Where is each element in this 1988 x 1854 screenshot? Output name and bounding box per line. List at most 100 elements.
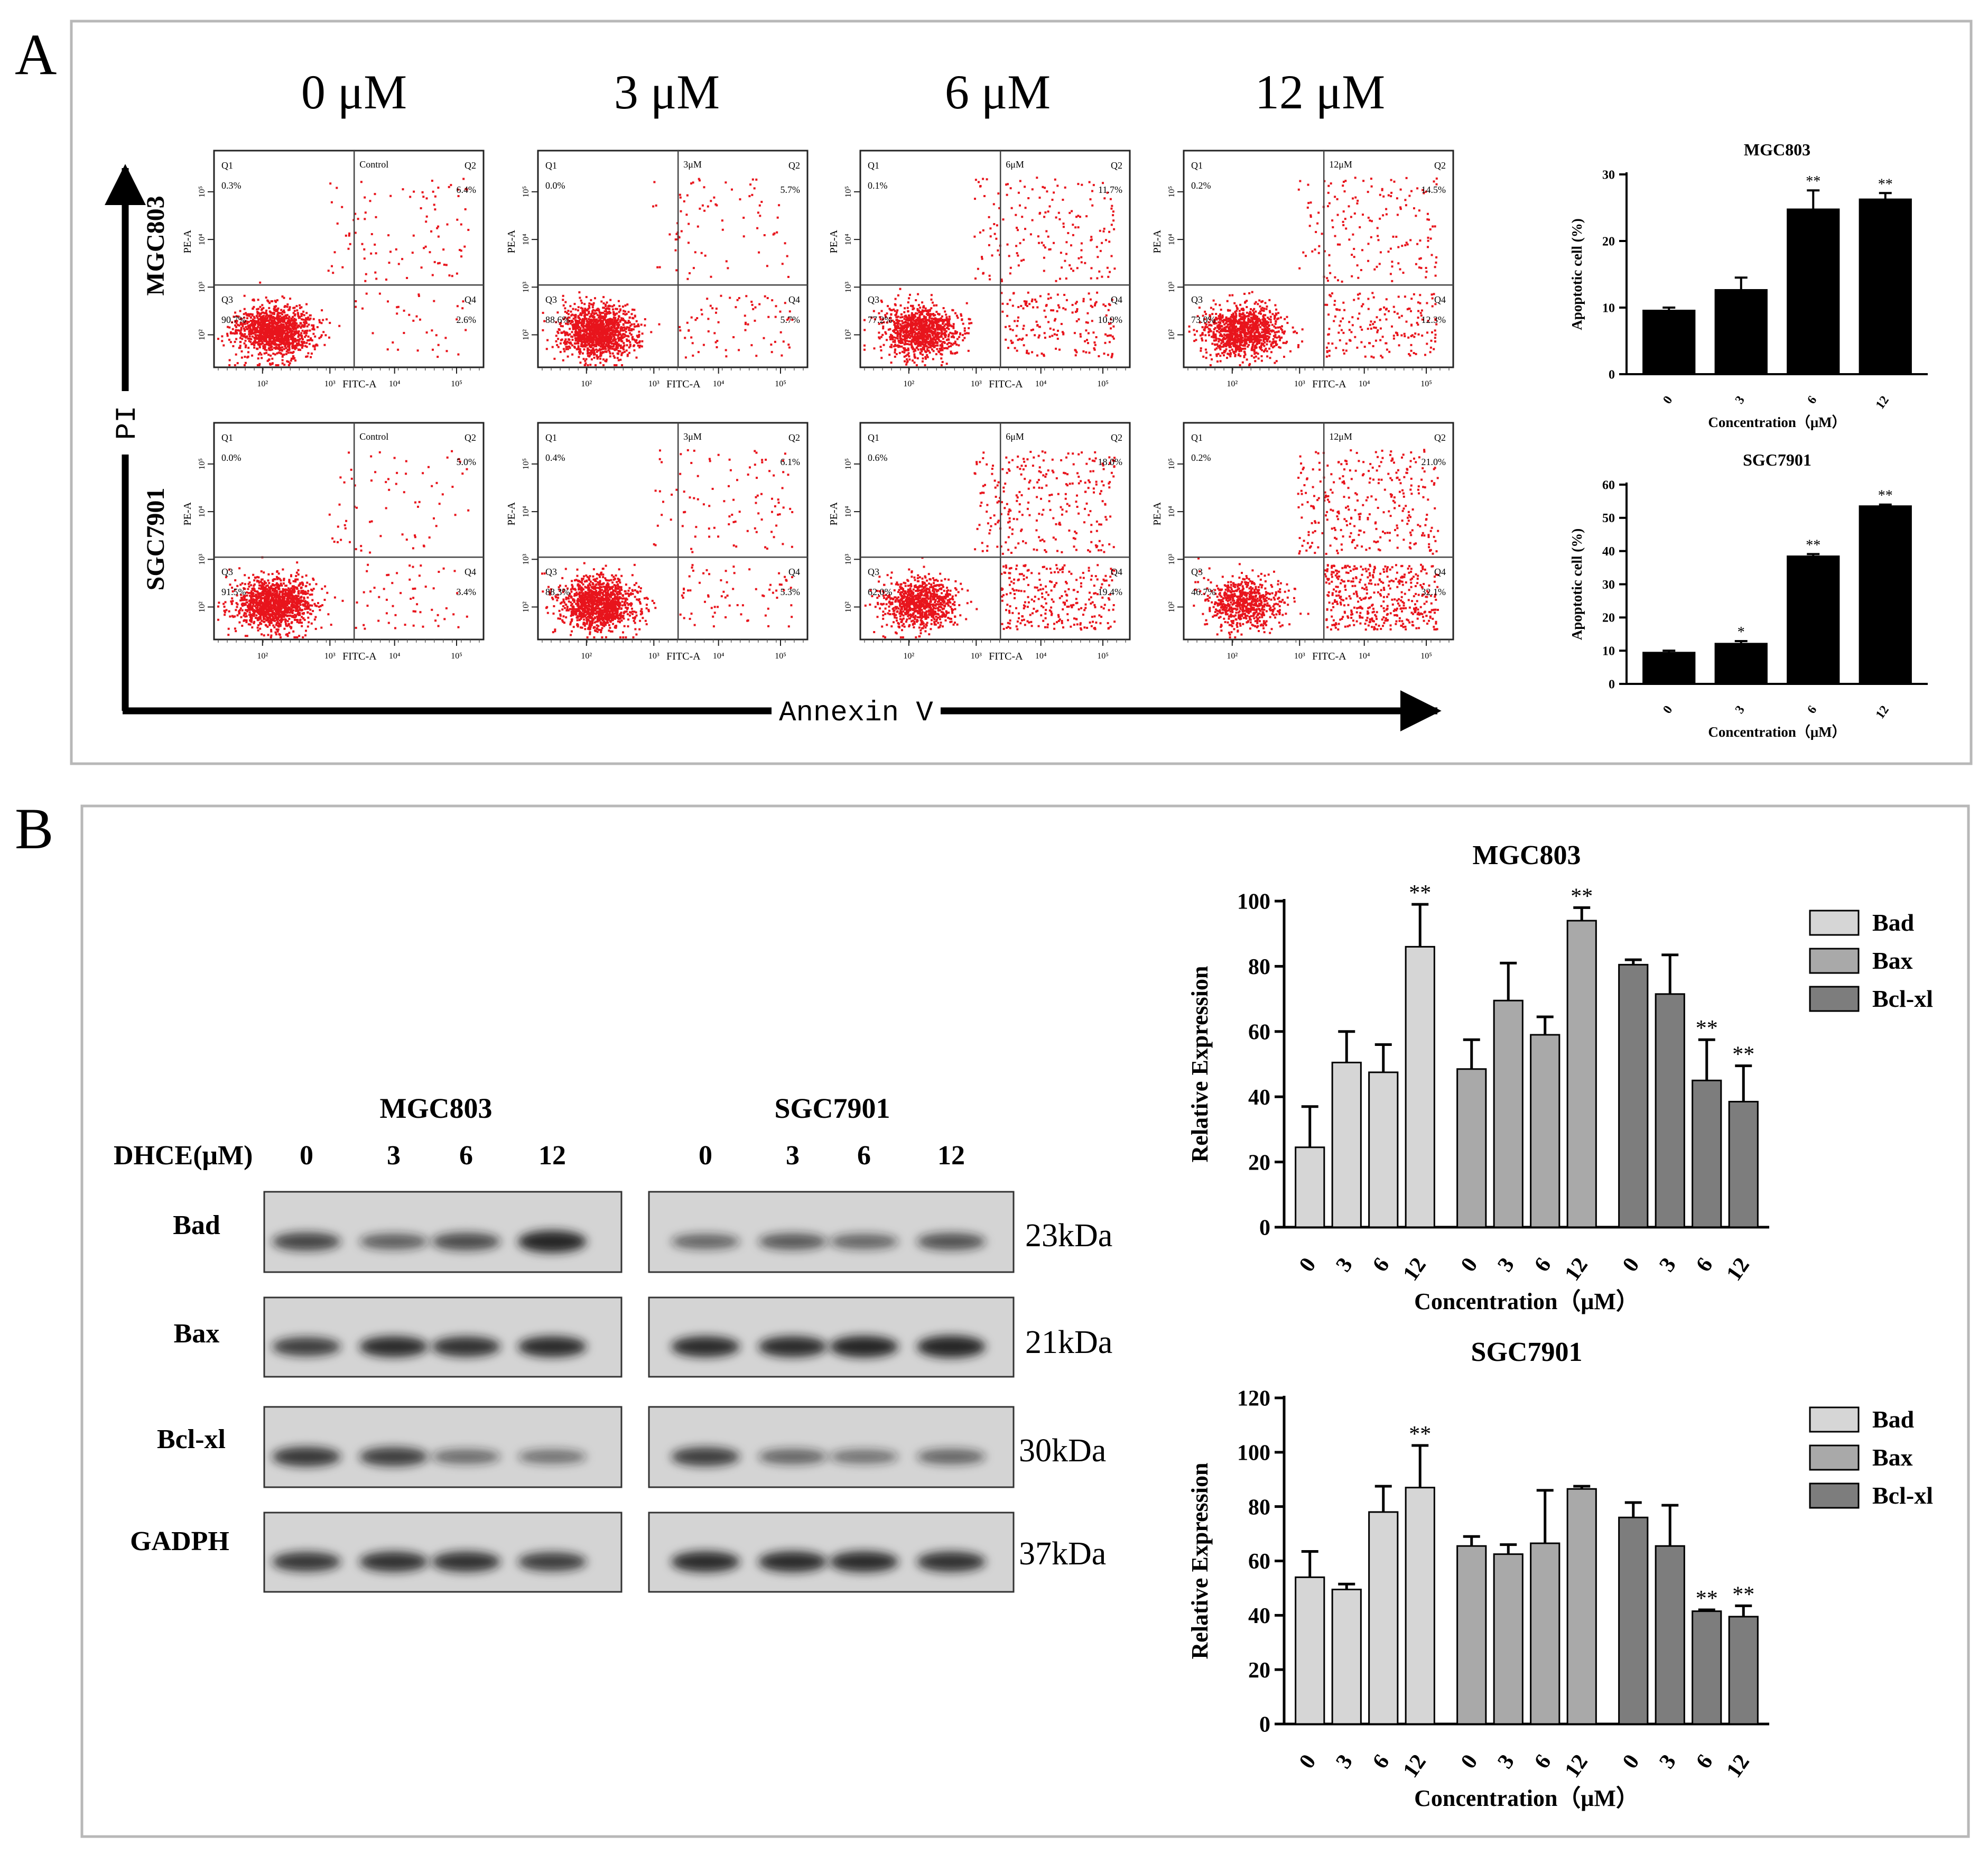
y-tick-label: 10³ [844, 282, 853, 293]
y-tick-label: 20 [1602, 235, 1615, 248]
blot-dose-sgc-3: 3 [786, 1141, 800, 1171]
x-tick-label: 10⁵ [1097, 379, 1109, 388]
quadrant-q4-label: Q4 [1111, 294, 1122, 305]
blot-cell-line-sgc7901: SGC7901 [774, 1092, 890, 1124]
x-tick-label: 10⁵ [451, 652, 462, 661]
flow-x-axis-title: FITC-A [666, 651, 701, 662]
legend-label: Bax [1872, 1444, 1913, 1471]
legend-swatch [1809, 910, 1860, 936]
quadrant-q4-value: 32.1% [1422, 587, 1446, 597]
category-label: 12 [1560, 1253, 1593, 1285]
category-label: 6 [1692, 1253, 1718, 1276]
y-tick-label: 10³ [522, 554, 531, 565]
blot-membrane [648, 1406, 1015, 1488]
category-label: 6 [1368, 1253, 1395, 1276]
quadrant-q1-label: Q1 [868, 432, 879, 443]
quadrant-q1-value: 0.2% [1191, 180, 1211, 191]
category-label: 0 [1456, 1253, 1483, 1276]
x-tick-label: 10² [903, 652, 914, 661]
y-tick-label: 60 [1248, 1021, 1270, 1045]
blot-band [432, 1336, 500, 1357]
row-label-mgc803: MGC803 [142, 196, 170, 295]
quadrant-q2-label: Q2 [1111, 160, 1122, 171]
concentration-headers: 0 μM 3 μM 6 μM 12 μM [301, 65, 1385, 119]
x-tick-label: 10⁴ [389, 652, 401, 661]
y-tick-label: 30 [1602, 168, 1615, 182]
bar [1566, 920, 1597, 1228]
category-label: 3 [1493, 1253, 1519, 1276]
flow-y-axis-title: PE-A [182, 229, 193, 253]
flow-x-axis-title: FITC-A [989, 378, 1023, 390]
y-tick-label: 10⁵ [844, 186, 853, 198]
chart-title: MGC803 [1472, 840, 1581, 870]
x-tick-label: 10³ [324, 379, 336, 388]
blot-weight-bax: 21kDa [1025, 1324, 1112, 1360]
blot-dose-mgc-6: 6 [459, 1141, 473, 1171]
category-label: 6 [1805, 394, 1819, 407]
bar [1642, 310, 1696, 375]
blot-protein-bclxl: Bcl-xl [157, 1424, 226, 1454]
quadrant-q1-value: 0.0% [545, 180, 565, 191]
blot-band [758, 1336, 827, 1357]
quadrant-q4-label: Q4 [1111, 567, 1122, 577]
x-tick-label: 10³ [1294, 379, 1305, 388]
quadrant-q3-label: Q3 [868, 567, 879, 577]
y-tick-label: 10³ [844, 554, 853, 565]
x-tick-label: 10⁴ [1035, 379, 1047, 388]
blot-band [758, 1233, 827, 1250]
y-tick-label: 0 [1609, 368, 1615, 382]
category-label: 3 [1331, 1253, 1358, 1276]
quadrant-q4-label: Q4 [1434, 294, 1446, 305]
y-tick-label: 60 [1248, 1550, 1270, 1574]
flow-events [541, 449, 794, 638]
legend-swatch [1809, 1482, 1860, 1509]
y-tick-label: 10² [522, 601, 531, 613]
x-tick-label: 10² [257, 652, 268, 661]
blot-dose-sgc-0: 0 [699, 1141, 712, 1171]
category-label: 6 [1530, 1750, 1556, 1773]
y-tick-label: 10 [1602, 645, 1615, 659]
bar [1655, 1545, 1685, 1725]
y-tick-label: 10² [1167, 601, 1176, 613]
blot-membrane [648, 1191, 1015, 1273]
flow-events [217, 450, 470, 638]
bar [1405, 1487, 1435, 1725]
quadrant-q2-label: Q2 [788, 432, 800, 443]
significance-mark: ** [1732, 1582, 1754, 1607]
flow-y-axis-title: PE-A [506, 229, 517, 253]
pi-axis-label: PI [112, 406, 144, 440]
blot-membrane [263, 1296, 623, 1378]
sample-tag: 12μM [1329, 431, 1352, 442]
y-tick-label: 10⁵ [198, 186, 207, 198]
significance-mark: ** [1696, 1587, 1718, 1611]
quadrant-q4-value: 10.9% [1098, 314, 1123, 325]
y-tick-label: 40 [1248, 1604, 1270, 1628]
x-tick-label: 10³ [324, 652, 336, 661]
flow-x-axis-title: FITC-A [342, 378, 377, 390]
y-tick-label: 80 [1248, 955, 1270, 979]
quadrant-q1-value: 0.4% [545, 452, 565, 463]
x-tick-label: 10⁵ [1420, 652, 1432, 661]
y-tick-label: 20 [1248, 1658, 1270, 1683]
quadrant-q3-label: Q3 [221, 567, 233, 577]
quadrant-q2-value: 5.0% [457, 457, 477, 467]
x-tick-label: 10⁴ [1359, 652, 1370, 661]
bar [1331, 1588, 1362, 1725]
quadrant-q4-label: Q4 [788, 294, 800, 305]
quadrant-q3-label: Q3 [1191, 294, 1203, 305]
flow-events [863, 177, 1116, 366]
sample-tag: 3μM [683, 159, 702, 170]
quadrant-q1-value: 0.3% [221, 180, 241, 191]
quadrant-q3-label: Q3 [545, 567, 557, 577]
quadrant-q1-value: 0.0% [221, 452, 241, 463]
x-tick-label: 10³ [971, 379, 982, 388]
flow-y-axis-title: PE-A [828, 502, 840, 525]
y-tick-label: 10³ [198, 282, 207, 293]
bar [1787, 555, 1840, 685]
category-label: 12 [1873, 394, 1892, 412]
blot-dose-mgc-3: 3 [387, 1141, 401, 1171]
category-label: 12 [1560, 1750, 1593, 1782]
blot-band [917, 1551, 986, 1572]
quadrant-q3-value: 90.7% [221, 314, 246, 325]
